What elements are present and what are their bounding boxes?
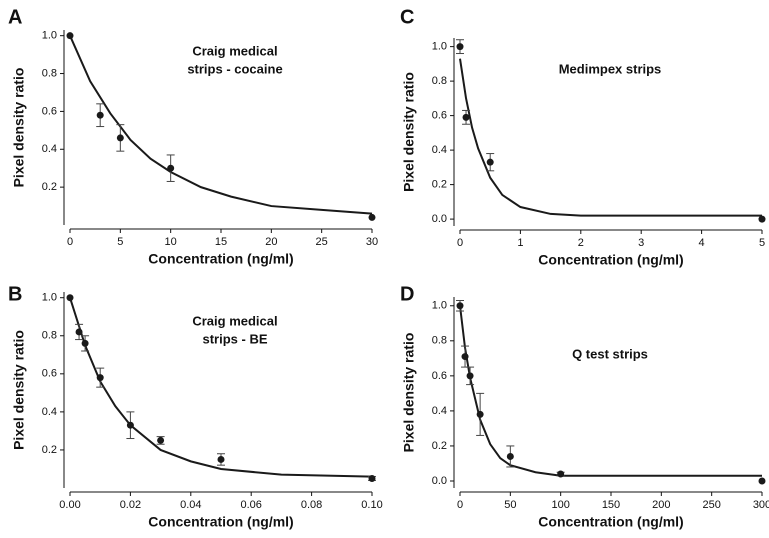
- y-tick-label: 0.2: [432, 179, 447, 191]
- y-axis-label: Pixel density ratio: [11, 330, 27, 450]
- data-point: [476, 410, 484, 418]
- x-tick-label: 0.04: [180, 499, 201, 511]
- data-point: [758, 215, 766, 223]
- y-tick-label: 0.4: [432, 405, 447, 417]
- y-tick-label: 0.8: [42, 67, 57, 79]
- fit-curve: [459, 58, 762, 217]
- y-tick-label: 0.8: [432, 75, 447, 87]
- panel-title: Medimpex strips: [559, 61, 662, 76]
- panel-title: strips - BE: [202, 331, 267, 346]
- x-tick-label: 30: [366, 236, 378, 248]
- x-axis-label: Concentration (ng/ml): [148, 251, 293, 267]
- y-axis-label: Pixel density ratio: [401, 72, 417, 192]
- x-tick-label: 1: [517, 237, 523, 249]
- x-tick-label: 2: [578, 237, 584, 249]
- y-tick-label: 1.0: [42, 30, 57, 42]
- x-tick-label: 15: [215, 236, 227, 248]
- data-point: [461, 353, 469, 361]
- x-axis-label: Concentration (ng/ml): [538, 252, 683, 268]
- data-point: [217, 455, 225, 463]
- panel-title: Q test strips: [572, 346, 648, 361]
- x-tick-label: 250: [702, 499, 720, 511]
- data-point: [368, 213, 376, 221]
- y-tick-label: 0.4: [432, 144, 447, 156]
- y-tick-label: 0.8: [42, 330, 57, 342]
- data-point: [157, 436, 165, 444]
- data-point: [486, 158, 494, 166]
- y-tick-label: 1.0: [432, 41, 447, 53]
- panel-title: Craig medical: [192, 43, 277, 58]
- y-tick-label: 0.6: [42, 105, 57, 117]
- data-point: [75, 328, 83, 336]
- y-axis-label: Pixel density ratio: [401, 333, 417, 453]
- data-point: [126, 421, 134, 429]
- y-tick-label: 0.0: [432, 213, 447, 225]
- data-point: [66, 294, 74, 302]
- y-tick-label: 1.0: [432, 300, 447, 312]
- y-tick-label: 0.4: [42, 406, 57, 418]
- y-tick-label: 0.6: [432, 110, 447, 122]
- panel-title: Craig medical: [192, 313, 277, 328]
- x-tick-label: 0: [457, 499, 463, 511]
- x-tick-label: 50: [504, 499, 516, 511]
- panel-title: strips - cocaine: [187, 61, 282, 76]
- x-tick-label: 0.08: [301, 499, 322, 511]
- fit-curve: [69, 297, 373, 478]
- y-tick-label: 1.0: [42, 292, 57, 304]
- data-point: [506, 452, 514, 460]
- data-point: [456, 302, 464, 310]
- data-point: [96, 374, 104, 382]
- data-point: [466, 372, 474, 380]
- x-tick-label: 25: [316, 236, 328, 248]
- y-tick-label: 0.2: [432, 440, 447, 452]
- y-tick-label: 0.6: [42, 368, 57, 380]
- x-tick-label: 20: [265, 236, 277, 248]
- x-tick-label: 150: [602, 499, 620, 511]
- data-point: [368, 474, 376, 482]
- panel-label: B: [8, 283, 22, 305]
- x-axis-label: Concentration (ng/ml): [538, 514, 683, 530]
- x-tick-label: 4: [699, 237, 705, 249]
- panel-label: A: [8, 6, 22, 28]
- y-tick-label: 0.2: [42, 444, 57, 456]
- y-tick-label: 0.2: [42, 181, 57, 193]
- data-point: [557, 470, 565, 478]
- data-point: [462, 113, 470, 121]
- data-point: [96, 111, 104, 119]
- y-axis-label: Pixel density ratio: [11, 68, 27, 188]
- x-tick-label: 5: [759, 237, 765, 249]
- x-tick-label: 10: [165, 236, 177, 248]
- y-tick-label: 0.8: [432, 335, 447, 347]
- data-point: [167, 164, 175, 172]
- x-tick-label: 5: [117, 236, 123, 248]
- x-tick-label: 3: [638, 237, 644, 249]
- x-tick-label: 0.10: [361, 499, 382, 511]
- fit-curve: [459, 305, 762, 477]
- y-tick-label: 0.4: [42, 143, 57, 155]
- y-tick-label: 0.0: [432, 475, 447, 487]
- x-axis-label: Concentration (ng/ml): [148, 514, 293, 530]
- x-tick-label: 0: [457, 237, 463, 249]
- data-point: [66, 32, 74, 40]
- x-tick-label: 200: [652, 499, 670, 511]
- x-tick-label: 300: [753, 499, 769, 511]
- panel-label: D: [400, 283, 414, 305]
- data-point: [456, 43, 464, 51]
- panel-label: C: [400, 6, 414, 28]
- data-point: [116, 134, 124, 142]
- x-tick-label: 0.00: [59, 499, 80, 511]
- x-tick-label: 0.06: [240, 499, 261, 511]
- data-point: [81, 339, 89, 347]
- data-point: [758, 477, 766, 485]
- y-tick-label: 0.6: [432, 370, 447, 382]
- x-tick-label: 0.02: [120, 499, 141, 511]
- x-tick-label: 0: [67, 236, 73, 248]
- x-tick-label: 100: [551, 499, 569, 511]
